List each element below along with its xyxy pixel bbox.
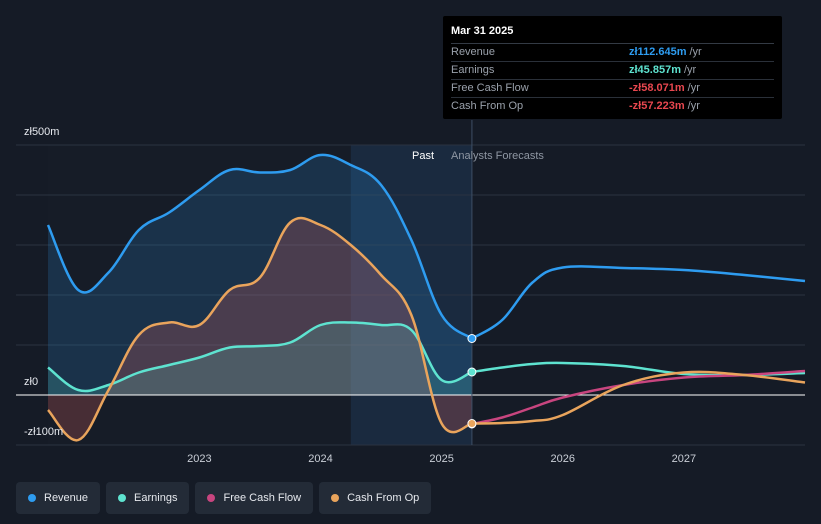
tooltip-value: zł112.645m xyxy=(629,46,687,58)
point-earnings xyxy=(467,367,477,377)
tooltip-date: Mar 31 2025 xyxy=(451,23,774,44)
legend-item-free-cash-flow[interactable]: Free Cash Flow xyxy=(195,482,314,514)
legend-item-revenue[interactable]: Revenue xyxy=(16,482,101,514)
x-tick-label: 2027 xyxy=(672,453,696,465)
tooltip-value: zł45.857m xyxy=(629,64,681,76)
tooltip-row-free-cash-flow: Free Cash Flow -zł58.071m /yr xyxy=(451,80,774,98)
legend-item-cash-from-op[interactable]: Cash From Op xyxy=(319,482,432,514)
y-tick-label-500: zł500m xyxy=(24,126,60,138)
x-tick-label: 2024 xyxy=(308,453,332,465)
tooltip-unit: /yr xyxy=(683,64,697,76)
tooltip-label: Earnings xyxy=(451,64,495,76)
legend-dot-icon xyxy=(118,494,127,502)
series-line-forecast-revenue xyxy=(471,265,806,340)
x-tick-label: 2025 xyxy=(429,453,453,465)
area-fill-cash-from-op xyxy=(48,218,472,441)
series-line-past-earnings xyxy=(47,321,473,393)
x-tick-label: 2023 xyxy=(187,453,211,465)
legend-label: Free Cash Flow xyxy=(223,492,302,504)
series-line-forecast-free-cash-flow xyxy=(471,369,806,426)
series-line-forecast-cash-from-op xyxy=(471,370,806,425)
tooltip-row-earnings: Earnings zł45.857m /yr xyxy=(451,62,774,80)
legend-label: Revenue xyxy=(44,492,89,504)
area-fill-earnings xyxy=(48,322,472,395)
series-line-past-cash-from-op xyxy=(47,216,473,442)
x-tick-label: 2026 xyxy=(551,453,575,465)
tooltip-label: Revenue xyxy=(451,46,496,58)
legend: Revenue Earnings Free Cash Flow Cash Fro… xyxy=(16,482,432,514)
tooltip-value: -zł58.071m xyxy=(629,82,685,94)
tooltip-row-revenue: Revenue zł112.645m /yr xyxy=(451,44,774,62)
tooltip-label: Free Cash Flow xyxy=(451,82,529,94)
legend-dot-icon xyxy=(207,494,216,502)
chart-area: 2023 2024 2025 2026 2027 zł500m zł0 -zł100m … xyxy=(16,16,806,465)
legend-dot-icon xyxy=(28,494,36,502)
legend-label: Cash From Op xyxy=(347,492,420,504)
chart-canvas: 2023 2024 2025 2026 2027 xyxy=(16,120,806,465)
tooltip-row-cash-from-op: Cash From Op -zł57.223m /yr xyxy=(451,98,774,115)
point-revenue xyxy=(467,334,477,343)
tooltip-unit: /yr xyxy=(689,46,702,58)
area-fill-revenue xyxy=(48,154,472,395)
legend-item-earnings[interactable]: Earnings xyxy=(106,482,190,514)
tooltip-value: -zł57.223m xyxy=(629,100,685,112)
tooltip: Mar 31 2025 Revenue zł112.645m /yr Earni… xyxy=(443,16,782,119)
forecast-label: Analysts Forecasts xyxy=(451,150,544,162)
past-label: Past xyxy=(412,150,435,162)
series-line-past-revenue xyxy=(46,153,473,340)
y-tick-label-0: zł0 xyxy=(24,376,39,388)
legend-dot-icon xyxy=(331,494,340,502)
tooltip-label: Cash From Op xyxy=(451,100,524,112)
point-cash-from-op xyxy=(467,419,477,428)
y-tick-label-neg100: -zł100m xyxy=(24,426,64,438)
legend-label: Earnings xyxy=(134,492,178,504)
tooltip-unit: /yr xyxy=(687,82,700,94)
tooltip-unit: /yr xyxy=(687,100,700,112)
